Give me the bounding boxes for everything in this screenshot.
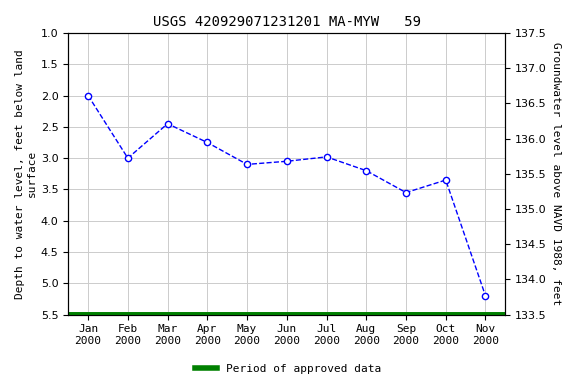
- Title: USGS 420929071231201 MA-MYW   59: USGS 420929071231201 MA-MYW 59: [153, 15, 421, 29]
- Y-axis label: Groundwater level above NAVD 1988, feet: Groundwater level above NAVD 1988, feet: [551, 42, 561, 305]
- Y-axis label: Depth to water level, feet below land
surface: Depth to water level, feet below land su…: [15, 49, 37, 299]
- Legend: Period of approved data: Period of approved data: [191, 359, 385, 379]
